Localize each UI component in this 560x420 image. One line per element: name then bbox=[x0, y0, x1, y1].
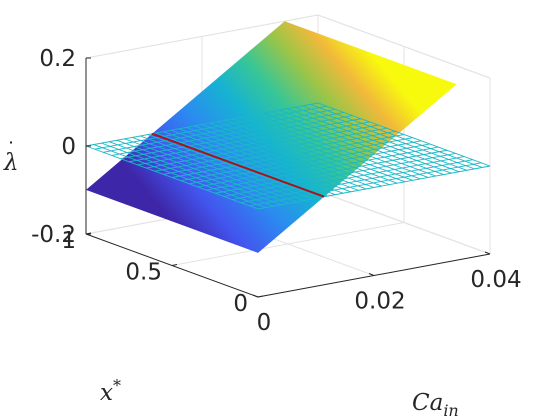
zero-crossing-line bbox=[151, 132, 325, 198]
mesh-line-y bbox=[137, 121, 370, 166]
mesh-line-y bbox=[197, 143, 430, 188]
axis-ticks: 0 0.02 0.04 0 0.5 1-0.2 0 0.2 bbox=[31, 46, 522, 336]
y-axis-label: x* bbox=[100, 376, 121, 406]
mesh-line-y bbox=[206, 146, 439, 191]
tick-mark bbox=[484, 251, 491, 255]
mesh-line-y bbox=[180, 137, 413, 182]
z-tick-label: 0 bbox=[61, 134, 76, 160]
y-tick-label: 1 bbox=[61, 228, 76, 254]
crossing-line bbox=[151, 132, 325, 198]
axis-labels: λ ˙ x* Cain bbox=[3, 138, 459, 420]
mesh-line-y bbox=[189, 140, 422, 185]
mesh-line-y bbox=[257, 165, 491, 210]
mesh-line-y bbox=[154, 127, 387, 172]
mesh-line-y bbox=[85, 102, 319, 147]
tick-mark bbox=[257, 295, 264, 298]
mesh-line-y bbox=[249, 162, 482, 207]
zero-plane-mesh bbox=[85, 102, 491, 210]
tick-mark bbox=[252, 294, 259, 298]
z-tick-label: 0.2 bbox=[39, 46, 76, 72]
y-tick-label: 0.5 bbox=[125, 260, 162, 286]
mesh-line-y bbox=[232, 156, 465, 200]
mesh-line-y bbox=[111, 112, 344, 156]
y-gridline-floor bbox=[171, 222, 405, 266]
axes-box-edge bbox=[317, 190, 491, 255]
mesh-line-y bbox=[223, 152, 456, 197]
z-axis-label: λ bbox=[3, 150, 19, 176]
axes-box-edge bbox=[317, 14, 491, 79]
x-tick-label: 0 bbox=[257, 310, 272, 336]
mesh-line-y bbox=[171, 134, 405, 178]
z-tick-label: -0.2 bbox=[31, 222, 76, 248]
mesh-line-y bbox=[128, 118, 362, 163]
x-axis-label: Cain bbox=[412, 390, 459, 420]
mesh-line-y bbox=[120, 115, 353, 160]
mesh-line-y bbox=[163, 130, 396, 175]
mesh-line-y bbox=[214, 149, 448, 194]
y-tick-label: 0 bbox=[233, 291, 248, 317]
z-axis-label-dot: ˙ bbox=[6, 138, 16, 162]
x-tick-label: 0.02 bbox=[354, 289, 405, 315]
mesh-line-y bbox=[94, 105, 327, 150]
tick-mark bbox=[368, 273, 375, 276]
mesh-line-y bbox=[146, 124, 379, 169]
axes-box-edge bbox=[85, 14, 319, 59]
mesh-line-y bbox=[103, 108, 336, 153]
tick-mark bbox=[171, 264, 178, 266]
mesh-line-y bbox=[240, 159, 473, 204]
x-tick-label: 0.04 bbox=[470, 267, 521, 293]
